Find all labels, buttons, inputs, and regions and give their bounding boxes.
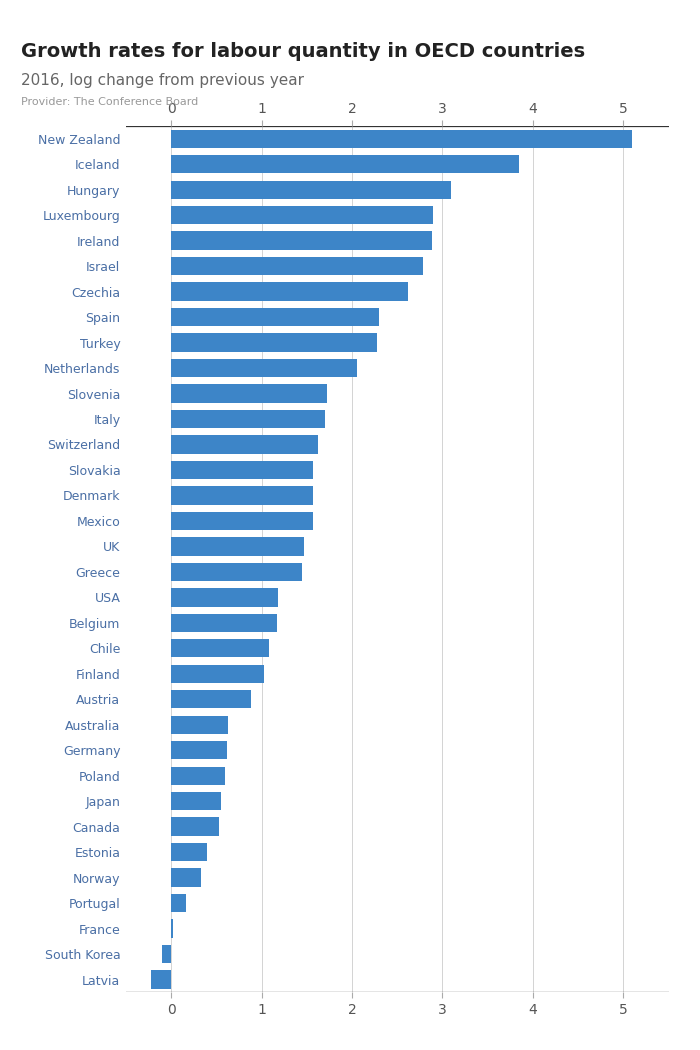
Bar [172, 690, 251, 709]
Bar [172, 588, 278, 607]
Bar [172, 129, 632, 148]
Bar [172, 843, 207, 861]
Bar [172, 563, 302, 581]
Bar [172, 461, 313, 479]
Bar [172, 155, 519, 173]
Bar [162, 945, 172, 963]
Text: 2016, log change from previous year: 2016, log change from previous year [21, 74, 304, 88]
Text: Growth rates for labour quantity in OECD countries: Growth rates for labour quantity in OECD… [21, 42, 585, 61]
Bar [172, 334, 377, 352]
Bar [172, 308, 379, 327]
Bar [172, 511, 313, 530]
Bar [172, 766, 225, 784]
Bar [172, 257, 423, 275]
Bar [172, 538, 304, 555]
Bar [172, 206, 433, 225]
Bar [172, 486, 313, 505]
Bar [172, 665, 265, 682]
Bar [172, 792, 221, 811]
Bar [172, 410, 325, 428]
Bar [172, 181, 452, 198]
Bar [172, 436, 318, 454]
Bar [172, 384, 327, 403]
Bar [172, 741, 228, 759]
Bar [172, 282, 408, 300]
Text: figure.nz: figure.nz [587, 16, 663, 29]
Bar [172, 715, 228, 734]
Bar [172, 613, 277, 632]
Text: Provider: The Conference Board: Provider: The Conference Board [21, 97, 198, 107]
Bar [172, 639, 269, 657]
Bar [172, 818, 219, 836]
Bar [172, 920, 173, 938]
Bar [172, 231, 432, 250]
Bar [151, 970, 172, 989]
Bar [172, 868, 201, 887]
Bar [172, 894, 186, 912]
Bar [172, 359, 356, 377]
